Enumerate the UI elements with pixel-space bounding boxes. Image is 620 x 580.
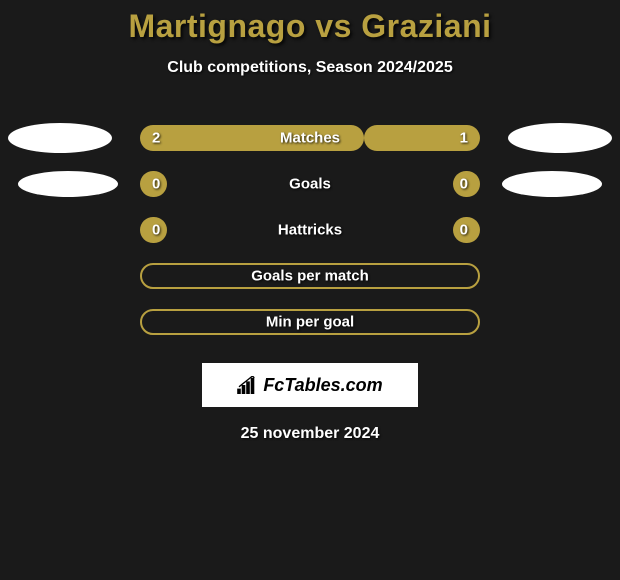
player-right-marker-icon — [508, 123, 612, 153]
stat-bar-hattricks: 0 Hattricks 0 — [140, 217, 480, 243]
page-subtitle: Club competitions, Season 2024/2025 — [0, 59, 620, 77]
stat-label: Matches — [280, 130, 340, 147]
bars-icon — [237, 376, 259, 394]
player-left-marker-icon — [8, 123, 112, 153]
stat-value-left: 0 — [152, 176, 160, 193]
stat-row-goals: 0 Goals 0 — [0, 161, 620, 207]
stat-bar-min-per-goal: Min per goal — [140, 309, 480, 335]
stat-value-left: 2 — [152, 130, 160, 147]
brand-text: FcTables.com — [263, 375, 382, 396]
stat-row-goals-per-match: Goals per match — [0, 253, 620, 299]
stat-value-left: 0 — [152, 222, 160, 239]
stat-label: Min per goal — [266, 314, 354, 331]
stat-bar-matches: 2 Matches 1 — [140, 125, 480, 151]
stat-value-right: 1 — [460, 130, 468, 147]
page-title: Martignago vs Graziani — [0, 8, 620, 45]
stat-label: Hattricks — [278, 222, 342, 239]
stat-value-right: 0 — [460, 176, 468, 193]
stat-row-min-per-goal: Min per goal — [0, 299, 620, 345]
player-left-marker-icon — [18, 171, 118, 197]
player-right-marker-icon — [502, 171, 602, 197]
stat-bar-goals-per-match: Goals per match — [140, 263, 480, 289]
brand-box: FcTables.com — [202, 363, 418, 407]
stat-label: Goals per match — [251, 268, 369, 285]
stat-bar-goals: 0 Goals 0 — [140, 171, 480, 197]
stat-row-hattricks: 0 Hattricks 0 — [0, 207, 620, 253]
brand-label: FcTables.com — [237, 375, 382, 396]
stat-row-matches: 2 Matches 1 — [0, 115, 620, 161]
stat-label: Goals — [289, 176, 331, 193]
date-text: 25 november 2024 — [0, 425, 620, 443]
stat-value-right: 0 — [460, 222, 468, 239]
comparison-container: Martignago vs Graziani Club competitions… — [0, 0, 620, 443]
stats-section: 2 Matches 1 0 Goals 0 0 Hat — [0, 115, 620, 345]
